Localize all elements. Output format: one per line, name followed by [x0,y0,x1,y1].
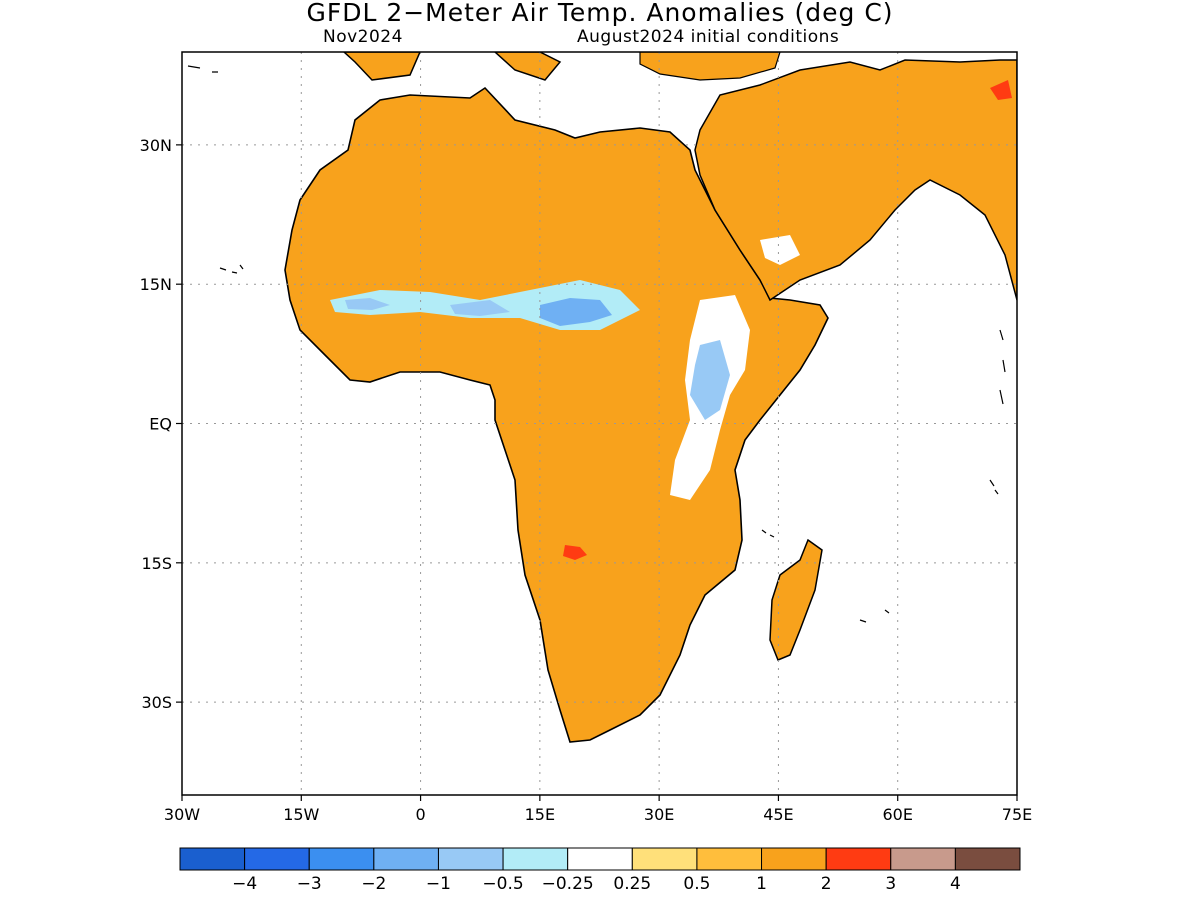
colorbar-swatch [631,847,698,871]
eastern-europe-land [639,52,781,81]
sahel-cold-central [450,300,510,316]
lat-tick-label: 15N [140,275,172,294]
colorbar-label: 0.5 [683,874,710,894]
colorbar: −4 −3 −2 −1 −0.5 −0.25 0.25 0.5 1 2 3 4 [179,847,1021,894]
europe-land [342,52,421,81]
cape-verde-islands [187,65,218,73]
colorbar-swatch [954,847,1021,871]
mascarene-islands [859,609,890,623]
lon-tick-label: 60E [882,805,912,824]
arabia-near-normal [760,235,800,265]
angola-hot-spot [563,545,587,560]
initial-conditions: August2024 initial conditions [577,27,840,47]
map-layers [182,52,1017,795]
colorbar-label: −4 [232,874,257,894]
colorbar-label: 0.25 [613,874,651,894]
colorbar-swatch [825,847,892,871]
colorbar-swatch [696,847,763,871]
colorbar-label: −0.5 [482,874,523,894]
colorbar-swatch [502,847,569,871]
colorbar-label: 4 [950,874,961,894]
colorbar-swatch [373,847,439,871]
colorbar-label: 3 [885,874,896,894]
colorbar-swatch [890,847,956,871]
lat-tick-label: EQ [149,415,172,434]
sahel-cold-west [345,298,390,310]
lat-tick-label: 30S [141,693,172,712]
east-africa-cool [690,340,730,420]
canary-islands [219,264,244,274]
forecast-month: Nov2024 [323,27,403,47]
comoros-islands [761,529,775,538]
lon-tick-label: 45E [763,805,793,824]
sahel-cold-core [540,298,612,326]
map-title: GFDL 2−Meter Air Temp. Anomalies (deg C) [306,0,894,27]
colorbar-label: −0.25 [542,874,594,894]
lon-tick-label: 0 [415,805,425,824]
colorbar-swatch [244,847,310,871]
lat-tick-label: 15S [141,554,172,573]
longitude-ticks: 30W 15W 0 15E 30E 45E 60E 75E [164,795,1032,824]
islands [187,65,1006,623]
colorbar-swatch [179,847,246,871]
lon-tick-label: 30E [644,805,674,824]
colorbar-swatch [437,847,504,871]
seychelles-islands [989,479,999,495]
colorbar-label: 1 [756,874,767,894]
latitude-ticks: 30N 15N EQ 15S 30S [140,136,182,712]
maldives-islands [999,329,1006,405]
europe-balkans-land [493,52,562,81]
colorbar-swatch [567,847,633,871]
colorbar-label: −2 [361,874,386,894]
colorbar-label: −1 [426,874,451,894]
lon-tick-label: 30W [164,805,200,824]
graticule [182,52,1017,795]
colorbar-label: −3 [297,874,322,894]
colorbar-label: 2 [821,874,832,894]
colorbar-swatch [761,847,827,871]
pakistan-hot-spot [990,80,1012,100]
colorbar-swatch [308,847,375,871]
africa-land [284,86,829,743]
lat-tick-label: 30N [140,136,172,155]
madagascar-land [769,538,823,661]
lon-tick-label: 15W [283,805,319,824]
lon-tick-label: 15E [525,805,555,824]
lon-tick-label: 75E [1002,805,1032,824]
